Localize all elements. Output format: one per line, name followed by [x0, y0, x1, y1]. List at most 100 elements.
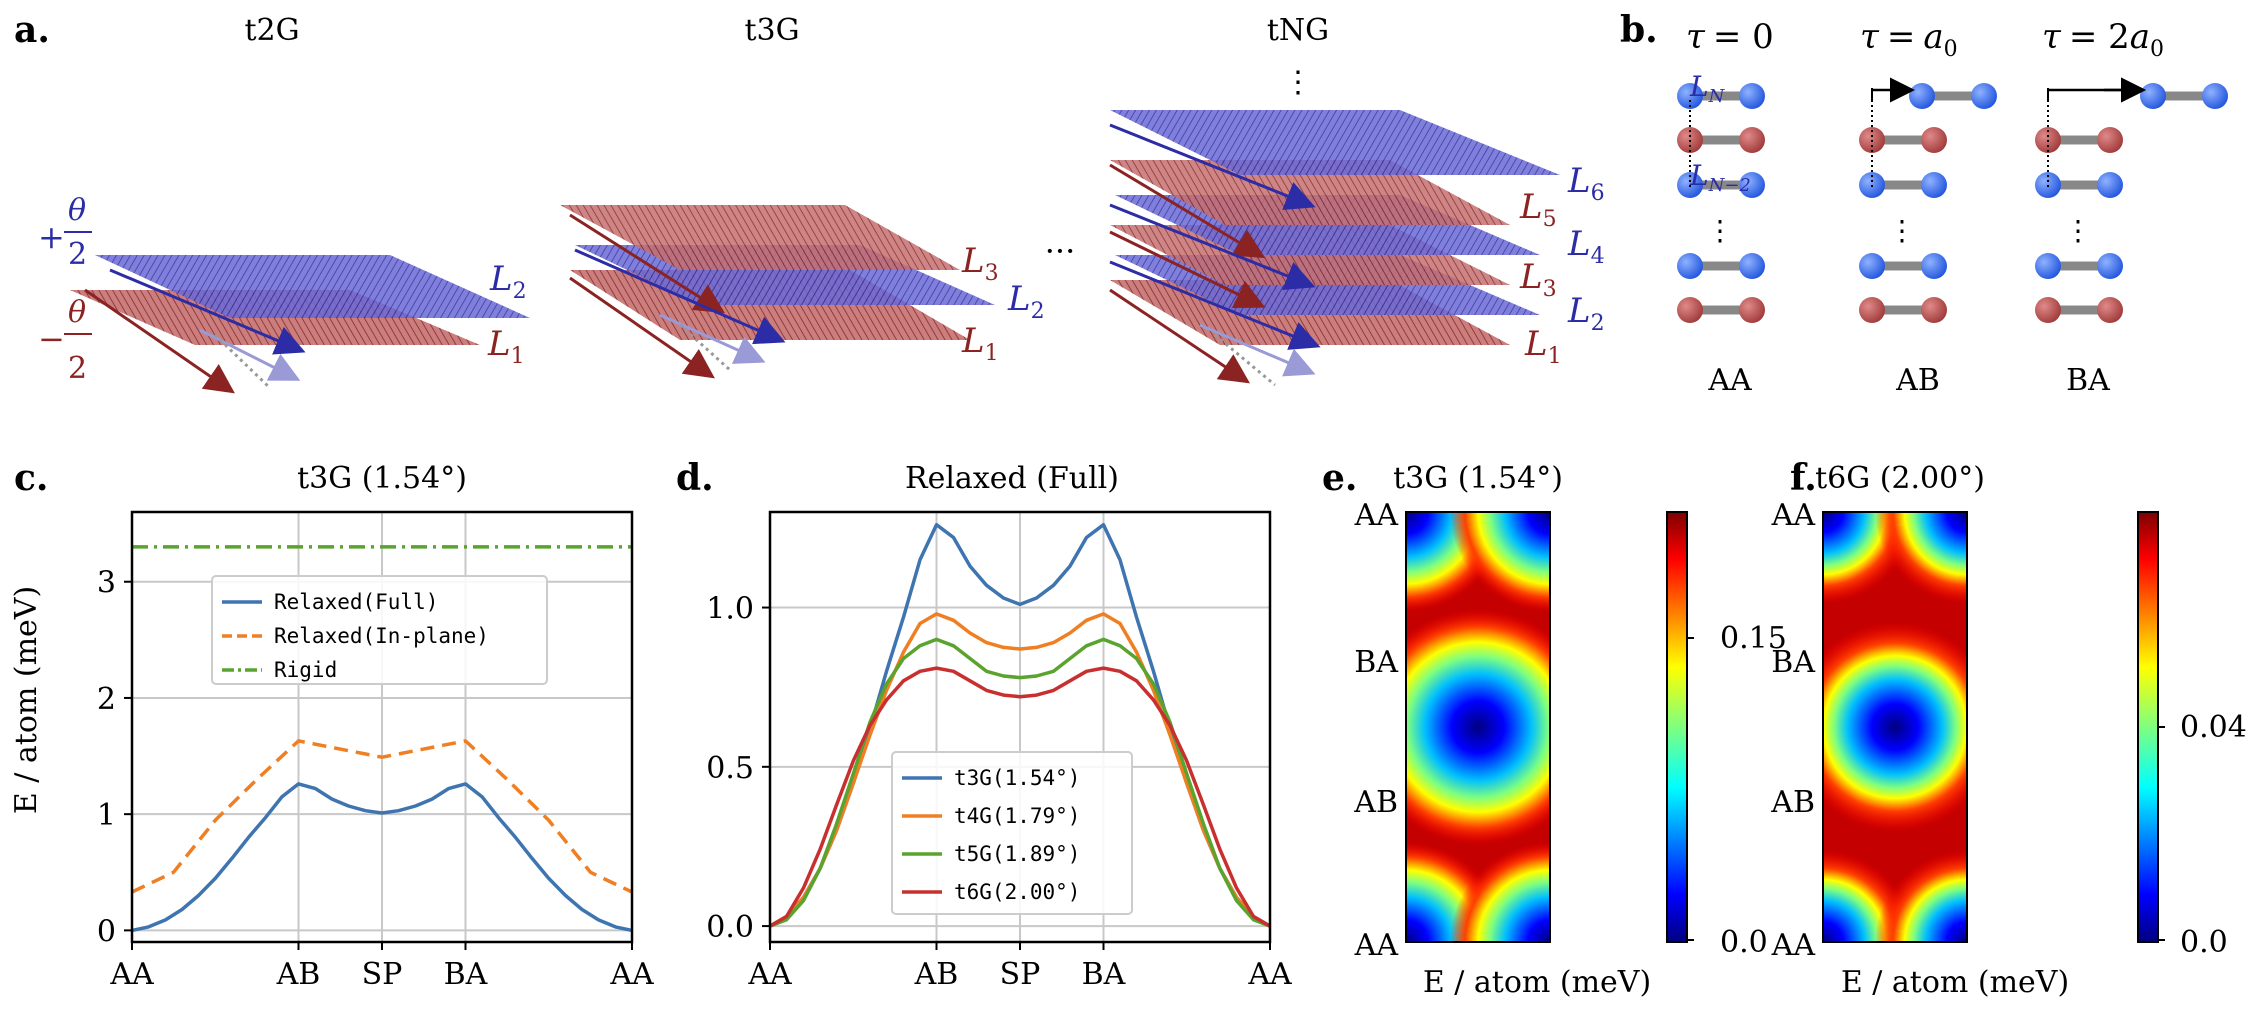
minus-theta: θ	[68, 295, 86, 330]
heatmap-e-corner-tr	[1450, 512, 1550, 612]
tng-label-L2: L2	[1567, 291, 1605, 336]
panel-e-cbar-tick-015: 0.15	[1720, 621, 1787, 656]
panel-a-ellipsis: ···	[1045, 232, 1076, 270]
panel-d-ytick-label: 0.5	[706, 751, 754, 786]
panel-e-ylabel-ba: BA	[1354, 645, 1398, 680]
stack-label-ba: BA	[2066, 363, 2110, 398]
plus-two: 2	[68, 237, 87, 272]
heatmap-e-center-well	[1406, 609, 1550, 845]
panel-c-xtick-label: SP	[362, 957, 403, 992]
panel-c-ytick-label: 3	[97, 566, 116, 601]
panel-d-legend-label: t5G(1.89°)	[954, 842, 1080, 866]
panel-a-vdots: ⋮	[1283, 65, 1313, 100]
panel-c-legend-label: Relaxed(Full)	[274, 590, 438, 614]
atom-blue	[1921, 172, 1947, 198]
panel-f-cbar-tick-00: 0.0	[2180, 925, 2228, 960]
t2g-angle-labels: + θ 2 − θ 2 L2 L1	[38, 193, 527, 386]
atom-blue	[1859, 253, 1885, 279]
t3g-layer-stack: L3 L2 L1	[560, 205, 1045, 379]
atom-blue	[1677, 253, 1703, 279]
dimer-vdots: ⋮	[1706, 214, 1734, 247]
panel-c-series-line	[131, 782, 633, 933]
panel-a-title-tng: tNG	[1267, 13, 1329, 48]
atom-blue	[1971, 83, 1997, 109]
panel-d-series-line	[769, 612, 1271, 928]
heatmap-f-corner-br	[1875, 850, 1967, 942]
tau-headers: τ = 0 τ = a0 τ = 2a0	[1686, 17, 2164, 62]
stack-label-aa: AA	[1707, 363, 1752, 398]
panel-c-ytick-label: 1	[97, 798, 116, 833]
panel-a-label: a.	[14, 9, 50, 51]
panel-d-xtick-label: AA	[1247, 957, 1292, 992]
panel-d-ytick-label: 1.0	[706, 592, 754, 627]
atom-red	[2097, 127, 2123, 153]
atom-red	[1739, 297, 1765, 323]
tng-label-L6: L6	[1567, 161, 1605, 206]
t2g-arrow-red	[84, 288, 235, 394]
atom-blue	[1739, 172, 1765, 198]
panel-a-title-t3g: t3G	[744, 13, 799, 48]
panel-f-heatmap	[1823, 512, 1967, 942]
panel-d-title: Relaxed (Full)	[905, 461, 1119, 496]
panel-d-xtick-label: AA	[747, 957, 792, 992]
t3g-label-L1: L1	[961, 321, 999, 366]
panel-e-colorbar	[1666, 511, 1688, 943]
t2g-dotted-line	[213, 333, 272, 390]
panel-c-xtick-label: AB	[276, 957, 321, 992]
panel-f-colorbar	[2137, 511, 2159, 943]
panel-f-ylabel-ba: BA	[1771, 645, 1815, 680]
panel-c-ytick-label: 0	[97, 914, 116, 949]
panel-c-label: c.	[14, 457, 48, 499]
tau-2a0: τ = 2a0	[2042, 17, 2164, 62]
panel-c-axes-frame	[130, 510, 634, 944]
t3g-label-L3: L3	[961, 241, 999, 286]
minus-sign: −	[38, 320, 65, 358]
atom-red	[2097, 297, 2123, 323]
tng-label-L1: L1	[1524, 324, 1562, 369]
stack-label-ab: AB	[1895, 363, 1940, 398]
panel-c-xtick-label: AA	[109, 957, 154, 992]
panel-f-cbar-tick-004: 0.04	[2180, 710, 2247, 745]
tng-label-L4: L4	[1567, 224, 1605, 269]
minus-two: 2	[68, 351, 87, 386]
panel-d-xtick-label: BA	[1082, 957, 1126, 992]
panel-c-ytick-label: 2	[97, 682, 116, 717]
atom-blue	[2202, 83, 2228, 109]
panel-d-legend	[891, 751, 1133, 915]
panel-d-xtick-label: AB	[914, 957, 959, 992]
heatmap-e-corner-br	[1450, 842, 1550, 942]
t2g-arrow-light	[199, 328, 301, 381]
panel-d-series-line	[769, 637, 1271, 928]
panel-e-label: e.	[1322, 457, 1357, 499]
tau-a0: τ = a0	[1860, 17, 1958, 62]
atom-red	[2035, 297, 2061, 323]
panel-d-series-line	[769, 666, 1271, 928]
panel-f-label: f.	[1790, 457, 1817, 499]
atom-red	[1859, 297, 1885, 323]
dimer-stacks: ⋮ ⋮ ⋮	[1677, 77, 2228, 323]
tng-label-L5: L5	[1519, 187, 1557, 232]
panel-f-xlabel: E / atom (meV)	[1841, 965, 2069, 1000]
panel-e-cbar-tick-00: 0.0	[1720, 925, 1768, 960]
atom-blue	[1739, 253, 1765, 279]
tau-0: τ = 0	[1686, 17, 1774, 57]
atom-blue	[1921, 253, 1947, 279]
panel-c-series-line	[131, 739, 633, 894]
atom-red	[1677, 297, 1703, 323]
panel-c-title: t3G (1.54°)	[297, 461, 467, 496]
panel-f-ylabel-ab: AB	[1770, 785, 1815, 820]
panel-f-ylabel-aa-top: AA	[1771, 498, 1816, 533]
panel-c-legend-label: Relaxed(In-plane)	[274, 624, 489, 648]
label-LN: LN	[1689, 70, 1726, 107]
atom-blue	[2140, 83, 2166, 109]
heatmap-f-center-well	[1823, 622, 1967, 832]
t2g-label-L2: L2	[489, 259, 527, 304]
t2g-arrow-blue	[109, 268, 306, 355]
panel-d-legend-label: t3G(1.54°)	[954, 766, 1080, 790]
tng-label-L3: L3	[1519, 257, 1557, 302]
panel-d-label: d.	[676, 457, 714, 499]
t2g-label-L1: L1	[487, 324, 525, 369]
atom-blue	[2035, 253, 2061, 279]
